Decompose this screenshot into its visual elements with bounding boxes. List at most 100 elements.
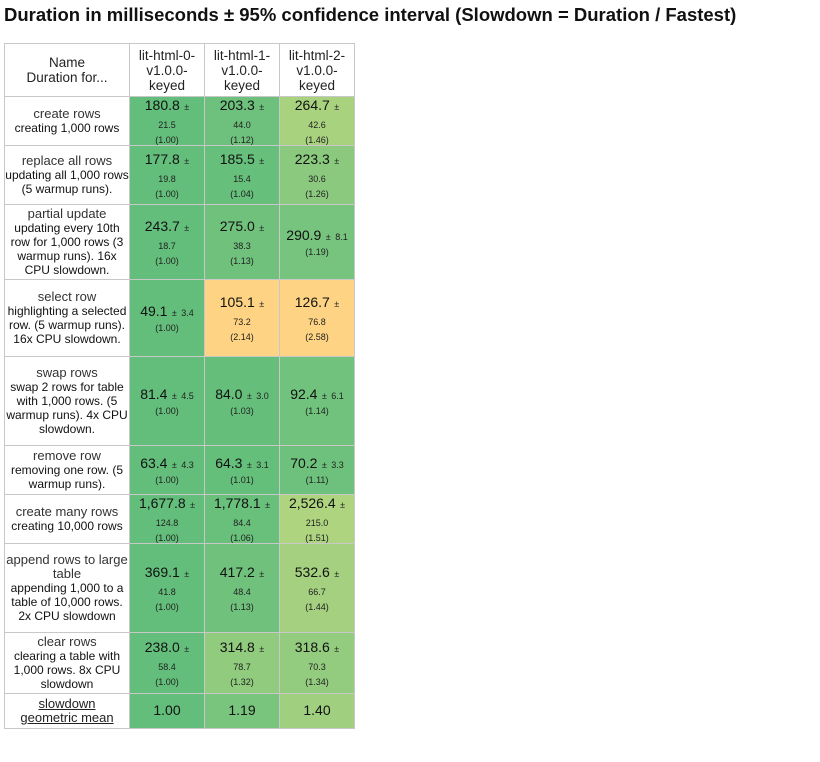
result-confidence-interval: 66.7 bbox=[308, 587, 326, 597]
result-confidence-interval: 38.3 bbox=[233, 241, 251, 251]
benchmark-description: removing one row. (5 warmup runs). bbox=[10, 463, 124, 491]
result-mean: 105.1 bbox=[219, 294, 255, 310]
framework-keyed-part: keyed bbox=[148, 77, 186, 93]
result-confidence-interval: 58.4 bbox=[158, 662, 176, 672]
result-slowdown-factor: (1.00) bbox=[155, 189, 179, 199]
benchmark-description: swap 2 rows for table with 1,000 rows. (… bbox=[6, 380, 128, 436]
result-slowdown-factor: (1.51) bbox=[305, 533, 329, 543]
result-mean: 180.8 bbox=[144, 97, 180, 113]
result-confidence-interval: 8.1 bbox=[335, 232, 348, 242]
benchmark-name: append rows to large table bbox=[6, 552, 128, 581]
result-slowdown-factor: (1.44) bbox=[305, 602, 329, 612]
name-header: Name Duration for... bbox=[4, 43, 130, 97]
result-mean: 1,778.1 bbox=[213, 495, 261, 511]
result-mean: 81.4 bbox=[140, 386, 168, 402]
result-confidence-interval: 3.4 bbox=[181, 308, 194, 318]
benchmark-name-cell: create many rows creating 10,000 rows bbox=[4, 494, 130, 544]
result-slowdown-factor: (1.00) bbox=[155, 602, 179, 612]
plus-minus-sign: ± bbox=[340, 500, 346, 510]
result-slowdown-factor: (1.00) bbox=[155, 677, 179, 687]
plus-minus-sign: ± bbox=[171, 460, 177, 470]
framework-keyed-part: keyed bbox=[298, 77, 336, 93]
plus-minus-sign: ± bbox=[190, 500, 196, 510]
result-slowdown-factor: (1.12) bbox=[230, 135, 254, 145]
plus-minus-sign: ± bbox=[325, 232, 331, 242]
duration-header-label: Duration for... bbox=[26, 70, 108, 85]
geomean-link[interactable]: slowdown geometric mean bbox=[20, 696, 113, 725]
result-mean: 70.2 bbox=[290, 455, 318, 471]
plus-minus-sign: ± bbox=[246, 460, 252, 470]
result-confidence-interval: 48.4 bbox=[233, 587, 251, 597]
result-mean: 417.2 bbox=[219, 564, 255, 580]
result-confidence-interval: 4.3 bbox=[181, 460, 194, 470]
benchmark-name: create many rows bbox=[15, 504, 119, 519]
framework-header-2: lit-html-2- v1.0.0- keyed bbox=[279, 43, 355, 97]
benchmark-name: replace all rows bbox=[21, 153, 113, 168]
result-confidence-interval: 3.3 bbox=[331, 460, 344, 470]
benchmark-name: create rows bbox=[33, 106, 101, 121]
plus-minus-sign: ± bbox=[259, 569, 265, 579]
plus-minus-sign: ± bbox=[184, 644, 190, 654]
result-cell: 275.0 ±38.3 (1.13) bbox=[204, 204, 280, 280]
result-confidence-interval: 3.0 bbox=[256, 391, 269, 401]
result-cell: 70.2 ± 3.3 (1.11) bbox=[279, 445, 355, 495]
result-slowdown-factor: (1.13) bbox=[230, 256, 254, 266]
framework-name-part: lit-html-2- bbox=[288, 47, 346, 63]
result-confidence-interval: 30.6 bbox=[308, 174, 326, 184]
result-confidence-interval: 76.8 bbox=[308, 317, 326, 327]
result-confidence-interval: 21.5 bbox=[158, 120, 176, 130]
result-cell: 417.2 ±48.4 (1.13) bbox=[204, 543, 280, 633]
result-confidence-interval: 42.6 bbox=[308, 120, 326, 130]
benchmark-name: clear rows bbox=[37, 634, 97, 649]
benchmark-name-cell: replace all rows updating all 1,000 rows … bbox=[4, 145, 130, 205]
table-row: create rows creating 1,000 rows 180.8 ±21.… bbox=[4, 96, 355, 146]
plus-minus-sign: ± bbox=[184, 102, 190, 112]
benchmark-description: clearing a table with 1,000 rows. 8x CPU… bbox=[13, 649, 121, 691]
result-slowdown-factor: (1.00) bbox=[155, 475, 179, 485]
benchmark-description: creating 10,000 rows bbox=[11, 519, 123, 533]
result-cell: 81.4 ± 4.5 (1.00) bbox=[129, 356, 205, 446]
benchmark-description: updating all 1,000 rows (5 warmup runs). bbox=[5, 168, 129, 196]
framework-keyed-part: keyed bbox=[223, 77, 261, 93]
result-slowdown-factor: (1.06) bbox=[230, 533, 254, 543]
geomean-label: slowdown geometric mean bbox=[4, 693, 130, 729]
plus-minus-sign: ± bbox=[334, 156, 340, 166]
result-mean: 318.6 bbox=[294, 639, 330, 655]
result-mean: 64.3 bbox=[215, 455, 243, 471]
result-confidence-interval: 18.7 bbox=[158, 241, 176, 251]
plus-minus-sign: ± bbox=[259, 299, 265, 309]
result-cell: 1,677.8 ±124.8 (1.00) bbox=[129, 494, 205, 544]
result-cell: 63.4 ± 4.3 (1.00) bbox=[129, 445, 205, 495]
benchmark-description: highlighting a selected row. (5 warmup r… bbox=[7, 304, 127, 346]
benchmark-name: select row bbox=[37, 289, 97, 304]
result-slowdown-factor: (1.14) bbox=[305, 406, 329, 416]
geomean-cell-0: 1.00 bbox=[129, 693, 205, 729]
result-mean: 243.7 bbox=[144, 218, 180, 234]
framework-header-0: lit-html-0- v1.0.0- keyed bbox=[129, 43, 205, 97]
result-mean: 532.6 bbox=[294, 564, 330, 580]
result-confidence-interval: 44.0 bbox=[233, 120, 251, 130]
result-slowdown-factor: (1.03) bbox=[230, 406, 254, 416]
benchmark-description: appending 1,000 to a table of 10,000 row… bbox=[10, 581, 124, 623]
table-row: remove row removing one row. (5 warmup ru… bbox=[4, 445, 355, 495]
result-confidence-interval: 70.3 bbox=[308, 662, 326, 672]
result-mean: 63.4 bbox=[140, 455, 168, 471]
plus-minus-sign: ± bbox=[184, 569, 190, 579]
geomean-cell-2: 1.40 bbox=[279, 693, 355, 729]
plus-minus-sign: ± bbox=[171, 308, 177, 318]
result-confidence-interval: 19.8 bbox=[158, 174, 176, 184]
page-title: Duration in milliseconds ± 95% confidenc… bbox=[4, 4, 737, 25]
plus-minus-sign: ± bbox=[259, 102, 265, 112]
result-mean: 290.9 bbox=[286, 227, 322, 243]
benchmark-name: swap rows bbox=[36, 365, 98, 380]
result-mean: 185.5 bbox=[219, 151, 255, 167]
plus-minus-sign: ± bbox=[334, 102, 340, 112]
plus-minus-sign: ± bbox=[265, 500, 271, 510]
plus-minus-sign: ± bbox=[259, 644, 265, 654]
benchmark-name-cell: select row highlighting a selected row. (… bbox=[4, 279, 130, 357]
geomean-link-line1: slowdown bbox=[38, 696, 96, 711]
result-cell: 180.8 ±21.5 (1.00) bbox=[129, 96, 205, 146]
result-mean: 369.1 bbox=[144, 564, 180, 580]
table-row: create many rows creating 10,000 rows 1,67… bbox=[4, 494, 355, 544]
table-row: select row highlighting a selected row. (… bbox=[4, 279, 355, 357]
